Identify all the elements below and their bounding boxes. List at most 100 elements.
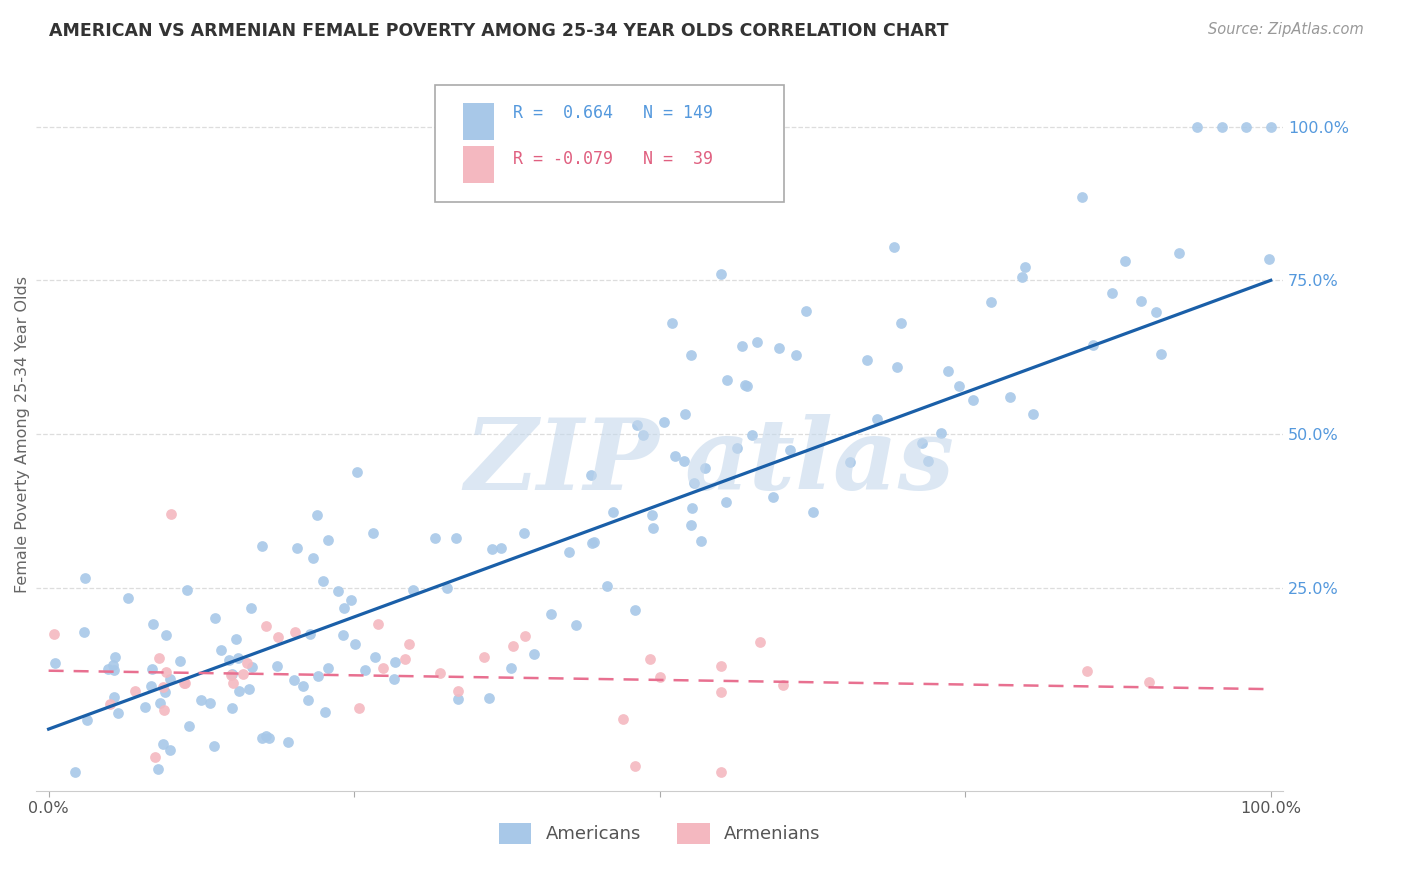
Point (540, 607, 562, 621)
Text: R =  0.664   N = 149: R = 0.664 N = 149 (513, 104, 713, 122)
Point (883, 240, 905, 254)
Point (225, 632, 247, 647)
Point (1070, 189, 1092, 203)
Point (153, 703, 176, 717)
Point (444, 531, 467, 545)
Point (344, 637, 367, 651)
Point (693, 461, 716, 475)
Point (204, 611, 226, 625)
Point (75, 571, 97, 585)
Point (371, 661, 394, 675)
Point (267, 630, 290, 644)
Point (917, 453, 939, 467)
Text: Source: ZipAtlas.com: Source: ZipAtlas.com (1208, 22, 1364, 37)
Point (886, 359, 908, 374)
Point (735, 379, 758, 393)
Text: AMERICAN VS ARMENIAN FEMALE POVERTY AMONG 25-34 YEAR OLDS CORRELATION CHART: AMERICAN VS ARMENIAN FEMALE POVERTY AMON… (49, 22, 949, 40)
Point (384, 655, 406, 669)
Point (103, 663, 125, 677)
Point (1114, 254, 1136, 268)
Point (1258, 252, 1281, 267)
Point (652, 415, 675, 429)
Point (681, 501, 703, 516)
Point (354, 663, 377, 677)
Point (219, 668, 242, 682)
Point (141, 662, 163, 676)
Point (76, 714, 98, 728)
Point (749, 635, 772, 649)
Point (962, 393, 984, 408)
Point (612, 712, 634, 726)
Point (515, 630, 537, 644)
Point (149, 696, 172, 710)
Point (101, 657, 124, 672)
Point (312, 574, 335, 588)
Point (367, 617, 389, 632)
Point (318, 533, 340, 547)
Y-axis label: Female Poverty Among 25-34 Year Olds: Female Poverty Among 25-34 Year Olds (15, 276, 30, 592)
Point (142, 617, 165, 632)
Point (190, 693, 212, 707)
Point (252, 540, 274, 554)
Point (283, 673, 305, 688)
Point (725, 441, 748, 455)
Point (63, 765, 86, 780)
Point (307, 669, 329, 683)
Point (107, 706, 129, 721)
Point (929, 425, 952, 440)
Point (1137, 674, 1160, 689)
Point (998, 390, 1021, 404)
Point (202, 739, 225, 754)
Point (159, 672, 181, 686)
Point (314, 705, 336, 719)
Point (672, 454, 695, 468)
Point (382, 673, 405, 687)
Point (218, 652, 240, 666)
Point (734, 377, 756, 392)
Point (1011, 269, 1033, 284)
Point (741, 427, 763, 442)
Text: atlas: atlas (685, 414, 955, 511)
Point (298, 627, 321, 641)
Point (284, 625, 307, 640)
Point (794, 304, 817, 318)
Point (254, 619, 277, 633)
Point (44, 626, 66, 640)
Point (839, 455, 862, 469)
Point (429, 665, 451, 680)
Point (398, 637, 420, 651)
Point (779, 442, 801, 457)
Point (716, 372, 738, 386)
Point (641, 508, 664, 522)
Point (226, 650, 249, 665)
Point (394, 652, 416, 666)
Point (277, 735, 299, 749)
Point (316, 661, 339, 675)
Point (710, 765, 733, 780)
Point (291, 679, 314, 693)
Point (238, 682, 260, 697)
Point (1022, 407, 1045, 421)
Point (250, 731, 273, 745)
Point (477, 690, 499, 705)
Point (139, 679, 162, 693)
Point (117, 591, 139, 605)
Point (1129, 293, 1152, 308)
Point (177, 719, 200, 733)
Point (240, 659, 263, 673)
Point (239, 601, 262, 615)
Point (1211, 120, 1233, 134)
Text: R = -0.079   N =  39: R = -0.079 N = 39 (513, 151, 713, 169)
Point (173, 676, 195, 690)
Point (596, 579, 619, 593)
Point (221, 667, 243, 681)
Point (502, 639, 524, 653)
Point (153, 685, 176, 699)
Point (257, 731, 280, 746)
Point (436, 581, 458, 595)
Point (579, 467, 602, 482)
Point (710, 658, 733, 673)
Point (948, 379, 970, 393)
Point (565, 618, 588, 632)
Point (513, 525, 536, 540)
